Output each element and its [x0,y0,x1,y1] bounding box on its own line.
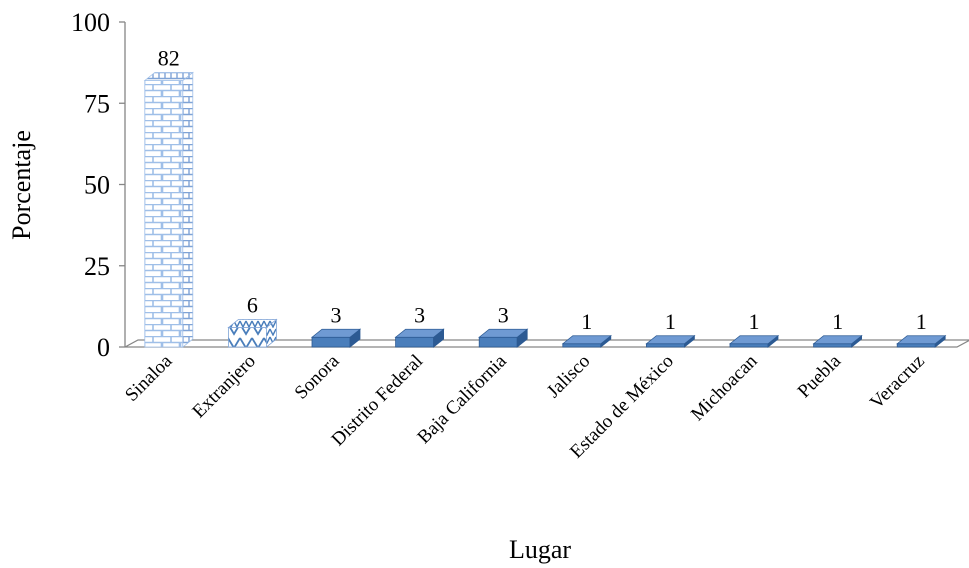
bar-front [144,80,184,348]
data-label: 1 [749,309,760,334]
bar-side [182,71,194,348]
data-label: 82 [158,46,180,71]
bar-5 [478,328,529,348]
bar-top [728,335,780,345]
y-tick-label: 100 [71,8,110,37]
bar-top [645,335,696,345]
bar-top [561,335,612,345]
data-label: 3 [331,302,342,327]
category-label: Veracruz [866,351,929,414]
data-labels: 82 6 3 3 3 1 1 1 1 1 [158,46,927,334]
bar-top [478,328,529,338]
data-label: 6 [247,293,258,318]
data-label: 3 [414,302,425,327]
bar-front [227,327,267,348]
bar-6 [561,334,612,348]
bar-front [729,343,769,348]
bar-front [646,343,685,348]
y-tick-label: 75 [84,89,110,118]
data-label: 1 [832,309,843,334]
y-tick-label: 25 [84,252,110,281]
category-label: Puebla [794,350,846,402]
category-label: Jalisco [543,351,594,402]
bar-front [813,343,852,348]
bar-front [562,343,602,348]
bar-top [394,328,445,338]
category-label: Sinaloa [121,350,177,406]
data-label: 1 [665,309,676,334]
data-label: 1 [916,309,927,334]
bars [143,71,947,348]
category-label: Sonora [291,350,344,403]
y-tick-label: 50 [84,171,110,200]
category-label: Baja California [413,350,511,448]
bar-top [812,335,863,345]
bar-top [896,335,947,345]
bar-10 [896,334,947,348]
bar-front [395,336,435,348]
y-tick-label: 0 [97,333,110,362]
y-axis-title: Porcentaje [7,130,36,240]
bar-8 [728,334,780,348]
bar-9 [812,334,863,348]
bar-front [478,336,518,348]
bar-1 [143,71,194,348]
bar-2 [227,318,278,348]
bar-front [311,336,351,348]
x-axis-title: Lugar [509,535,571,564]
data-label: 1 [581,309,592,334]
bar-top [143,72,194,81]
bar-front [896,343,936,348]
category-label: Michoacan [687,350,762,425]
bar-4 [394,328,445,348]
y-ticks: 0 25 50 75 100 [71,8,125,362]
category-label: Extranjero [188,351,260,423]
bar-top [227,319,278,328]
bar-top [310,328,362,338]
bar-3 [310,328,362,348]
bar-7 [645,334,696,348]
data-label: 3 [498,302,509,327]
